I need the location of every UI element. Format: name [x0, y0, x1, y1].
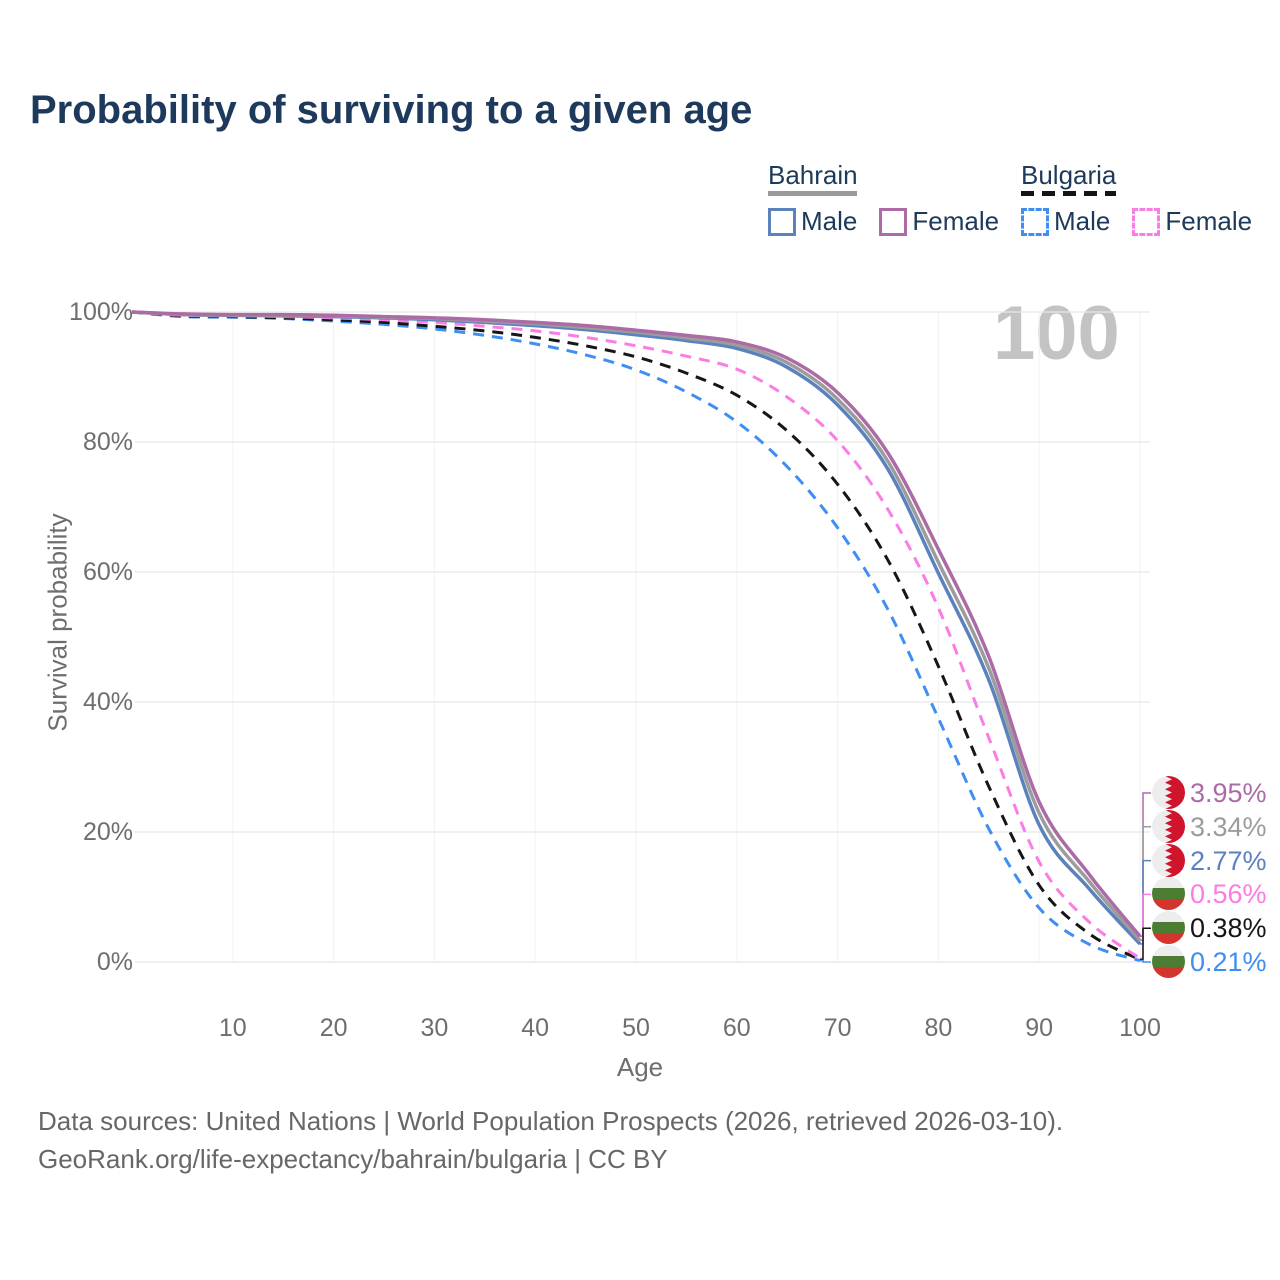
legend-line-sample-solid — [768, 191, 857, 196]
legend-item-bahrain-female: Female — [879, 206, 999, 237]
y-tick-label: 100% — [69, 298, 133, 326]
legend-item-bahrain-male: Male — [768, 206, 857, 237]
x-tick-label: 80 — [924, 1014, 953, 1042]
legend-item-bulgaria-male: Male — [1021, 206, 1110, 237]
x-tick-label: 70 — [823, 1014, 852, 1042]
end-connector — [1140, 959, 1151, 963]
y-tick-label: 0% — [96, 948, 133, 976]
legend-label: Female — [1165, 206, 1253, 236]
x-tick-label: 100 — [1119, 1014, 1161, 1042]
x-tick-label: 50 — [622, 1014, 650, 1042]
legend-group-bulgaria: Bulgaria Male Female — [1021, 160, 1252, 237]
bulgaria-flag-icon — [1152, 945, 1185, 978]
x-tick-label: 20 — [319, 1014, 348, 1042]
y-tick-label: 20% — [82, 818, 133, 846]
bahrain-flag-icon — [1152, 843, 1185, 877]
x-tick-label: 90 — [1025, 1014, 1054, 1042]
y-tick-label: 80% — [82, 428, 133, 456]
bulgaria-flag-icon — [1152, 911, 1185, 945]
legend-country-bahrain: Bahrain — [768, 160, 858, 190]
bahrain-female-swatch-icon — [879, 207, 908, 236]
legend-item-bulgaria-female: Female — [1132, 206, 1252, 237]
x-axis-title: Age — [616, 1052, 664, 1082]
end-connector — [1140, 927, 1151, 961]
legend-label: Female — [912, 206, 1000, 236]
end-label-bulgaria-female: 0.56% — [1190, 879, 1267, 910]
end-label-bahrain-female: 3.95% — [1190, 778, 1267, 808]
end-connector — [1140, 826, 1151, 942]
bahrain-flag-icon — [1152, 809, 1185, 843]
end-connector — [1140, 893, 1151, 960]
end-label-bulgaria-both-sexes: 0.38% — [1190, 913, 1267, 944]
x-tick-label: 60 — [722, 1014, 751, 1042]
end-connector — [1140, 792, 1151, 938]
legend-country-bulgaria: Bulgaria — [1021, 160, 1117, 190]
x-tick-label: 10 — [218, 1014, 247, 1042]
bahrain-male-swatch-icon — [768, 207, 796, 236]
bahrain-flag-icon — [1152, 776, 1185, 809]
footer-attribution: GeoRank.org/life-expectancy/bahrain/bulg… — [38, 1144, 668, 1174]
legend-line-sample-dashed — [1021, 191, 1116, 196]
bulgaria-male-swatch-icon — [1021, 207, 1049, 236]
legend-label: Male — [801, 206, 858, 236]
chart-title: Probability of surviving to a given age — [30, 88, 753, 132]
x-tick-label: 30 — [420, 1014, 449, 1042]
legend-group-bahrain: Bahrain Male Female — [768, 160, 999, 237]
y-tick-label: 40% — [82, 688, 133, 716]
x-tick-label: 40 — [521, 1014, 550, 1042]
end-label-bulgaria-male: 0.21% — [1190, 947, 1267, 977]
end-label-bahrain-both-sexes: 3.34% — [1190, 811, 1267, 842]
footer-sources: Data sources: United Nations | World Pop… — [38, 1106, 1064, 1136]
end-label-bahrain-male: 2.77% — [1190, 845, 1267, 876]
legend-label: Male — [1054, 206, 1111, 236]
bulgaria-flag-icon — [1152, 877, 1185, 911]
series-line-bahrain-female — [131, 310, 1142, 938]
end-connector — [1140, 859, 1151, 945]
series-line-bulgaria-both-sexes — [131, 310, 1141, 961]
watermark-age-100: 100 — [993, 291, 1120, 376]
bulgaria-female-swatch-icon — [1132, 207, 1161, 236]
y-tick-label: 60% — [82, 558, 133, 586]
